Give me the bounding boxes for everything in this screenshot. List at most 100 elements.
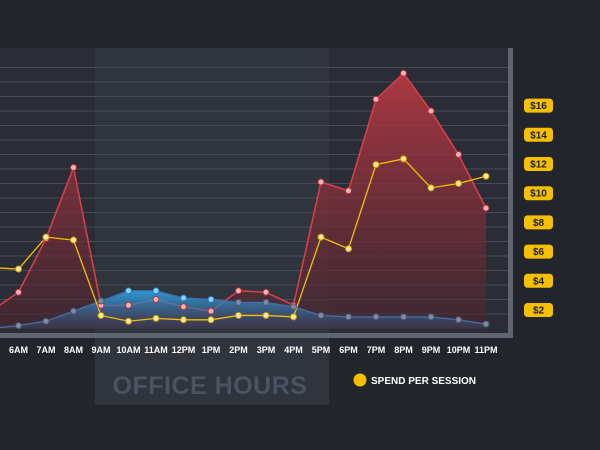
red-point xyxy=(70,164,77,172)
office-hours-label: OFFICE HOURS xyxy=(113,372,308,400)
blue-point xyxy=(345,313,352,321)
spend-point xyxy=(372,161,380,169)
red-point xyxy=(15,288,22,296)
spend-point xyxy=(427,184,435,192)
blue-point xyxy=(42,317,50,325)
spend-point xyxy=(180,316,187,324)
spend-point xyxy=(152,314,160,322)
blue-point xyxy=(125,287,132,295)
spend-point xyxy=(42,233,50,241)
x-tick-label: 1PM xyxy=(202,345,221,355)
y-tick: $10 xyxy=(524,186,553,201)
red-area xyxy=(0,73,486,329)
blue-point xyxy=(235,298,242,306)
blue-point xyxy=(317,311,325,319)
blue-point xyxy=(290,303,297,311)
y-axis: $2 $4 $6 $8 $10 $12 $14 $16 xyxy=(524,98,553,317)
y-tick: $4 xyxy=(524,273,553,288)
red-point xyxy=(207,307,215,315)
y-tick-badge xyxy=(524,98,553,113)
spend-point xyxy=(97,311,105,319)
plot-border-right xyxy=(508,48,513,338)
red-point xyxy=(345,187,352,195)
spend-point xyxy=(455,180,462,187)
x-tick-label: 7AM xyxy=(36,345,55,355)
y-tick-badge xyxy=(524,273,553,288)
x-tick-label: 2PM xyxy=(229,345,248,355)
spend-point xyxy=(262,311,270,319)
red-point xyxy=(180,303,187,311)
spend-point xyxy=(290,313,297,321)
y-tick-label: $4 xyxy=(533,276,545,287)
legend-swatch xyxy=(353,373,367,387)
blue-point xyxy=(15,322,22,330)
blue-point xyxy=(372,313,380,321)
y-tick-label: $14 xyxy=(530,130,547,141)
blue-point xyxy=(180,294,187,302)
y-tick-label: $6 xyxy=(533,247,545,258)
spend-point xyxy=(317,233,325,241)
blue-point xyxy=(482,320,490,328)
red-point xyxy=(455,151,462,158)
y-tick: $14 xyxy=(524,127,553,142)
red-point xyxy=(235,287,242,295)
x-tick-label: 4PM xyxy=(284,345,303,355)
red-point xyxy=(372,95,380,103)
x-tick-label: 8PM xyxy=(394,345,413,355)
x-tick-label: 6PM xyxy=(339,345,358,355)
x-tick-label: 9PM xyxy=(422,345,441,355)
spend-point xyxy=(70,236,77,244)
blue-area xyxy=(0,290,486,329)
blue-point xyxy=(152,287,160,295)
blue-point xyxy=(400,313,407,321)
y-tick-badge xyxy=(524,186,553,201)
red-point xyxy=(400,69,407,77)
y-tick-label: $16 xyxy=(530,101,547,112)
y-tick: $6 xyxy=(524,244,553,259)
data-points xyxy=(15,69,490,330)
y-tick-badge xyxy=(524,303,553,317)
y-tick-badge xyxy=(524,157,553,171)
x-tick-label: 10PM xyxy=(447,345,471,355)
y-tick-badge xyxy=(524,244,553,259)
blue-point xyxy=(427,313,435,321)
spend-point xyxy=(235,311,242,319)
y-tick-label: $12 xyxy=(530,160,547,171)
x-tick-label: 10AM xyxy=(116,345,140,355)
legend: SPEND PER SESSION xyxy=(353,373,476,387)
spend-point xyxy=(400,155,407,163)
x-tick-label: 3PM xyxy=(257,345,276,355)
x-tick-label: 11PM xyxy=(474,345,497,355)
y-tick: $16 xyxy=(524,98,553,113)
plot-border-bottom xyxy=(0,333,513,338)
spend-point xyxy=(482,172,490,180)
red-point xyxy=(262,288,270,296)
red-point xyxy=(482,204,490,212)
red-point xyxy=(125,301,132,309)
x-tick-label: 7PM xyxy=(367,345,386,355)
x-tick-label: 8AM xyxy=(64,345,83,355)
red-point xyxy=(317,178,325,186)
y-tick-badge xyxy=(524,127,553,142)
spend-point xyxy=(125,317,132,325)
x-tick-label: 11AM xyxy=(144,345,168,355)
x-axis: 6AM 7AM 8AM 9AM 10AM 11AM 12PM 1PM 2PM 3PM 4PM 5PM 6… xyxy=(9,345,498,355)
red-point xyxy=(152,296,160,303)
y-tick: $12 xyxy=(524,157,553,171)
x-tick-label: 9AM xyxy=(91,345,110,355)
y-tick: $2 xyxy=(524,303,553,317)
blue-point xyxy=(97,297,105,305)
y-tick-label: $10 xyxy=(530,189,547,200)
x-tick-label: 12PM xyxy=(172,345,196,355)
legend-label: SPEND PER SESSION xyxy=(371,376,476,387)
y-tick-label: $8 xyxy=(533,218,545,229)
x-tick-label: 6AM xyxy=(9,345,28,355)
blue-point xyxy=(455,316,462,324)
spend-point xyxy=(15,265,22,273)
blue-point xyxy=(207,296,215,303)
spend-point xyxy=(207,316,215,324)
y-tick: $8 xyxy=(524,215,553,230)
blue-point xyxy=(70,307,77,315)
y-tick-label: $2 xyxy=(533,306,545,317)
